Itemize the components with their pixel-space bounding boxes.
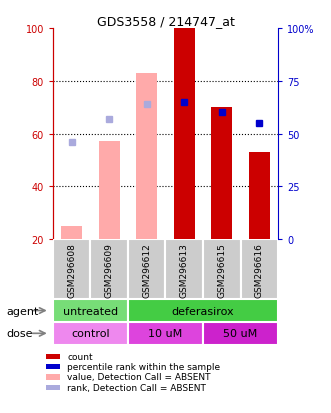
Text: GSM296616: GSM296616	[255, 242, 264, 297]
Bar	[53, 299, 128, 322]
Bar	[241, 240, 278, 299]
Bar	[53, 240, 90, 299]
Text: untreated: untreated	[63, 306, 118, 316]
Bar	[46, 374, 60, 380]
Bar	[136, 74, 157, 240]
Text: percentile rank within the sample: percentile rank within the sample	[67, 362, 220, 371]
Bar	[174, 29, 195, 240]
Text: 50 uM: 50 uM	[223, 328, 258, 339]
Bar	[212, 108, 232, 240]
Bar	[166, 240, 203, 299]
Text: count: count	[67, 352, 93, 361]
Bar	[128, 299, 278, 322]
Bar	[46, 385, 60, 390]
Text: control: control	[71, 328, 110, 339]
Text: GSM296613: GSM296613	[180, 242, 189, 297]
Text: GSM296608: GSM296608	[67, 242, 76, 297]
Text: agent: agent	[7, 306, 39, 316]
Bar	[62, 226, 82, 240]
Bar	[46, 354, 60, 359]
Bar	[99, 142, 119, 240]
Text: dose: dose	[7, 328, 33, 339]
Text: GSM296615: GSM296615	[217, 242, 226, 297]
Bar	[46, 364, 60, 369]
Text: GSM296612: GSM296612	[142, 242, 151, 297]
Text: deferasirox: deferasirox	[172, 306, 234, 316]
Bar	[203, 240, 241, 299]
Text: GSM296609: GSM296609	[105, 242, 114, 297]
Bar	[53, 322, 128, 345]
Bar	[128, 240, 166, 299]
Text: 10 uM: 10 uM	[148, 328, 183, 339]
Bar	[249, 153, 269, 240]
Bar	[128, 322, 203, 345]
Bar	[203, 322, 278, 345]
Title: GDS3558 / 214747_at: GDS3558 / 214747_at	[97, 15, 234, 28]
Bar	[90, 240, 128, 299]
Text: rank, Detection Call = ABSENT: rank, Detection Call = ABSENT	[67, 383, 206, 392]
Text: value, Detection Call = ABSENT: value, Detection Call = ABSENT	[67, 373, 211, 382]
